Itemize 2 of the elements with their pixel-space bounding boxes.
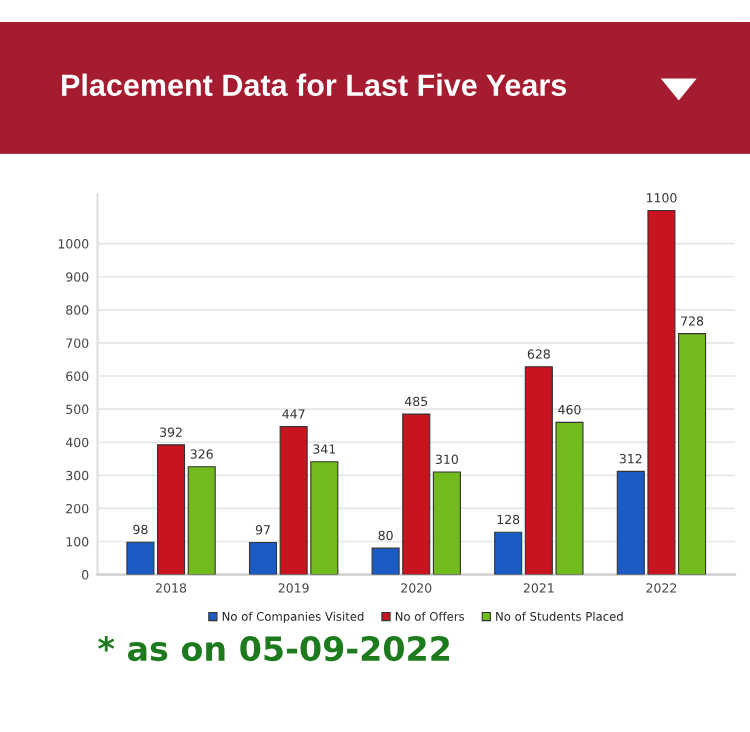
text: * as on 05-09-2022 [98,635,450,662]
chart-title: Placement Data for Last Five Years [62,73,567,97]
